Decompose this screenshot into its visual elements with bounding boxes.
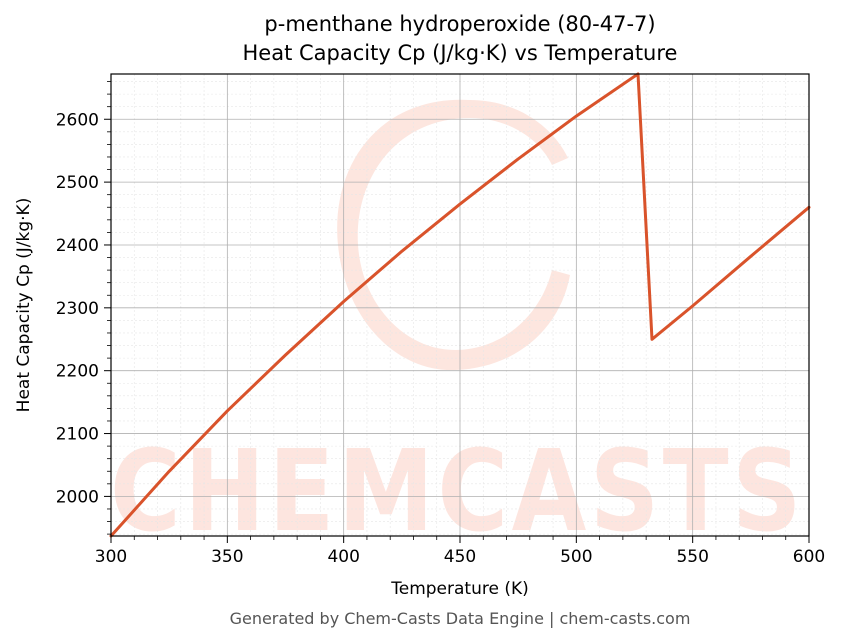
y-tick-label: 2000 (56, 487, 99, 507)
chart-subtitle: Heat Capacity Cp (J/kg·K) vs Temperature (243, 41, 678, 65)
y-tick-label: 2200 (56, 362, 99, 382)
y-axis-ticks: 2000 2100 2200 2300 2400 2500 2600 (56, 81, 111, 535)
grid-major (110, 74, 810, 536)
watermark: CHEMCASTS (110, 99, 805, 557)
x-tick-label: 300 (95, 547, 127, 567)
x-axis-ticks: 300 350 400 450 500 550 600 (95, 536, 825, 567)
y-tick-label: 2100 (56, 425, 99, 445)
y-axis-label: Heat Capacity Cp (J/kg·K) (14, 198, 34, 413)
y-tick-label: 2300 (56, 299, 99, 319)
x-tick-label: 350 (211, 547, 243, 567)
y-tick-label: 2600 (56, 110, 99, 130)
x-tick-label: 450 (444, 547, 476, 567)
series-line (109, 72, 811, 538)
x-axis-label: Temperature (K) (390, 579, 529, 599)
chart-title: p-menthane hydroperoxide (80-47-7) (264, 12, 655, 36)
x-tick-label: 400 (327, 547, 359, 567)
y-tick-label: 2400 (56, 236, 99, 256)
x-tick-label: 500 (560, 547, 592, 567)
watermark-text: CHEMCASTS (110, 427, 805, 557)
y-tick-label: 2500 (56, 173, 99, 193)
footer-credit: Generated by Chem-Casts Data Engine | ch… (230, 609, 691, 628)
x-tick-label: 550 (676, 547, 708, 567)
x-tick-label: 600 (793, 547, 825, 567)
